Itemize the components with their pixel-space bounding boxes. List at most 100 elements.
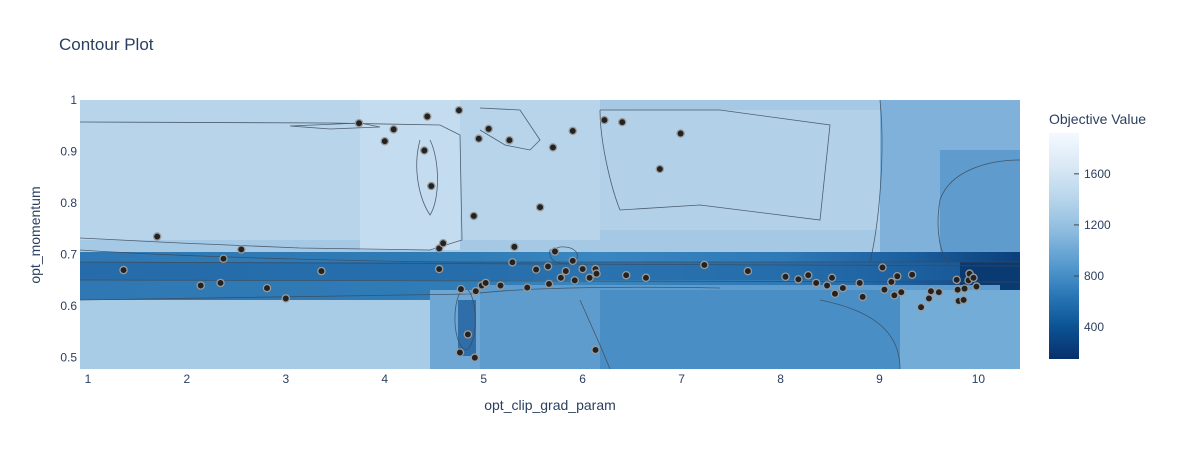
trial-point: [505, 135, 514, 145]
trial-point: [934, 287, 944, 297]
x-tick-label: 4: [381, 372, 388, 386]
trial-point: [568, 256, 578, 266]
colorbar-ticks: 400 800 1200 1600: [1074, 167, 1111, 334]
colorbar: [1049, 133, 1079, 359]
trial-point: [916, 302, 926, 312]
trial-point: [794, 275, 803, 284]
trial-point: [568, 126, 578, 136]
x-tick-label: 2: [184, 372, 191, 386]
y-tick-label: 0.8: [60, 196, 77, 210]
trial-point: [262, 283, 272, 293]
trial-point: [474, 134, 484, 143]
colorbar-tick-label: 400: [1084, 320, 1104, 334]
x-tick-label: 7: [678, 372, 685, 386]
trial-point: [578, 264, 587, 274]
colorbar-tick-label: 1600: [1084, 167, 1111, 181]
x-tick-label: 5: [480, 372, 487, 386]
x-tick-label: 9: [876, 372, 883, 386]
trial-point: [591, 345, 600, 355]
x-tick-label: 3: [282, 372, 289, 386]
colorbar-tick-label: 800: [1084, 269, 1104, 283]
y-tick-label: 0.9: [60, 145, 77, 159]
colorbar-tick-label: 1200: [1084, 218, 1111, 232]
trial-point: [600, 115, 609, 125]
trial-point: [804, 270, 813, 280]
trial-point: [893, 271, 902, 281]
trial-point: [855, 278, 864, 288]
trial-point: [427, 181, 436, 191]
trial-point: [890, 291, 899, 300]
trial-point: [556, 273, 566, 283]
trial-point: [544, 279, 554, 289]
contour-fill: [80, 100, 1020, 369]
y-tick-label: 0.6: [60, 299, 77, 313]
trial-point: [878, 263, 887, 272]
trial-point: [389, 125, 398, 134]
trial-point: [676, 129, 685, 138]
trial-point: [743, 266, 753, 276]
trial-point: [496, 281, 505, 290]
trial-point: [959, 295, 968, 305]
colorbar-title: Objective Value: [1049, 111, 1146, 127]
trial-point: [550, 247, 560, 256]
y-tick-label: 0.7: [60, 248, 77, 262]
trial-point: [216, 278, 225, 288]
y-axis-ticks: 0.5 0.6 0.7 0.8 0.9 1: [60, 93, 77, 365]
trial-point: [822, 281, 832, 290]
trial-point: [420, 146, 429, 155]
y-axis-title: opt_momentum: [27, 186, 43, 283]
trial-point: [438, 239, 448, 248]
trial-point: [434, 264, 444, 274]
x-axis-ticks: 1 2 3 4 5 6 7 8 9 10: [85, 372, 986, 386]
trial-point: [471, 286, 481, 296]
trial-point: [508, 258, 517, 267]
trial-point: [838, 283, 848, 293]
trial-point: [454, 106, 464, 115]
trial-point: [219, 254, 228, 263]
trial-point: [926, 286, 936, 296]
trial-point: [481, 278, 490, 288]
trial-point: [531, 265, 541, 274]
trial-point: [887, 277, 896, 287]
x-axis-title: opt_clip_grad_param: [484, 397, 616, 413]
trial-point: [924, 294, 934, 303]
trial-points: [119, 106, 981, 362]
trial-point: [700, 260, 709, 270]
trial-point: [119, 265, 128, 275]
trial-point: [858, 292, 867, 302]
chart-title: Contour Plot: [59, 35, 154, 54]
trial-point: [617, 117, 627, 127]
trial-point: [952, 275, 961, 285]
trial-point: [641, 273, 651, 283]
trial-point: [969, 273, 978, 283]
trial-point: [380, 136, 390, 146]
trial-point: [469, 211, 479, 221]
x-tick-label: 6: [579, 372, 586, 386]
trial-point: [972, 282, 981, 291]
trial-point: [907, 270, 917, 279]
trial-point: [781, 272, 790, 282]
trial-point: [484, 124, 493, 134]
trial-point: [543, 262, 553, 271]
trial-point: [152, 232, 162, 241]
y-tick-label: 0.5: [60, 351, 77, 365]
trial-point: [960, 284, 969, 293]
trial-point: [592, 269, 601, 278]
trial-point: [470, 353, 480, 362]
trial-point: [456, 284, 466, 294]
trial-point: [522, 283, 532, 292]
trial-point: [880, 285, 889, 294]
trial-point: [548, 143, 558, 152]
trial-point: [463, 330, 473, 339]
trial-point: [811, 278, 821, 288]
trial-point: [621, 270, 631, 280]
x-tick-label: 10: [972, 372, 986, 386]
trial-point: [827, 273, 837, 283]
trial-point: [317, 266, 326, 276]
trial-point: [830, 289, 840, 299]
x-tick-label: 8: [777, 372, 784, 386]
trial-point: [196, 281, 205, 290]
trial-point: [354, 118, 364, 128]
trial-point: [281, 294, 291, 303]
